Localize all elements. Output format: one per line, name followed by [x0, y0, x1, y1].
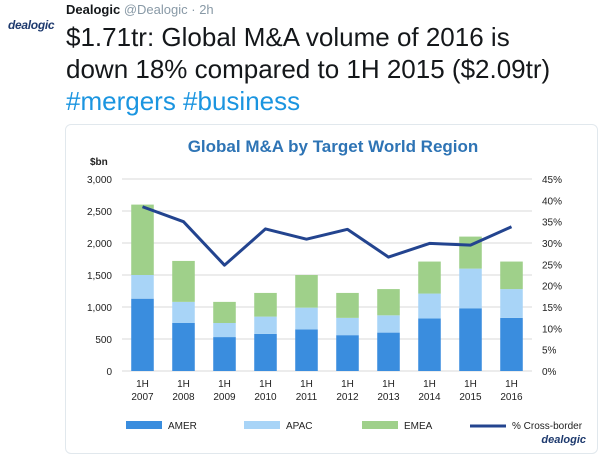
bar-emea [295, 275, 318, 308]
x-tick-label: 2013 [377, 392, 400, 403]
x-tick-label: 1H [423, 379, 436, 390]
author-handle[interactable]: @Dealogic [123, 2, 188, 17]
x-tick-label: 2014 [418, 392, 441, 403]
x-tick-label: 1H [300, 379, 313, 390]
tweet-timestamp[interactable]: 2h [199, 2, 214, 17]
bar-emea [336, 292, 359, 318]
y2-tick-label: 30% [542, 239, 562, 250]
avatar[interactable]: dealogic [8, 18, 55, 32]
bar-apac [418, 293, 441, 319]
bar-emea [418, 261, 441, 294]
x-tick-label: 1H [464, 379, 477, 390]
chart: Global M&A by Target World Region $bn 0 500… [87, 137, 586, 446]
tweet-text-line: $1.71tr: Global M&A volume of 2016 is [66, 22, 510, 52]
bar-amer [295, 329, 318, 371]
y2-tick-label: 25% [542, 260, 562, 271]
bar-apac [459, 268, 482, 309]
y-tick-label: 500 [95, 335, 112, 346]
bar-amer [336, 335, 359, 371]
bar-amer [500, 317, 523, 371]
bar-amer [131, 298, 154, 371]
legend-emea-swatch [362, 421, 398, 429]
y-tick-label: 1,000 [87, 303, 112, 314]
x-tick-label: 1H [341, 379, 354, 390]
legend-apac-label: APAC [286, 421, 313, 432]
x-tick-label: 1H [505, 379, 518, 390]
bar-emea [131, 204, 154, 275]
x-tick-label: 1H [382, 379, 395, 390]
x-tick-label: 2007 [131, 392, 154, 403]
bar-emea [172, 260, 195, 302]
bar-amer [172, 323, 195, 371]
bar-apac [172, 301, 195, 323]
bar-amer [377, 332, 400, 371]
tweet-text: $1.71tr: Global M&A volume of 2016 is do… [66, 21, 596, 117]
author-name[interactable]: Dealogic [66, 2, 121, 17]
bar-amer [213, 337, 236, 371]
separator-dot: · [191, 2, 196, 17]
y2-tick-label: 35% [542, 218, 562, 229]
y-tick-label: 2,000 [87, 239, 112, 250]
y-axis-label: $bn [90, 157, 108, 168]
y2-tick-label: 5% [542, 346, 557, 357]
bar-amer [418, 318, 441, 371]
bar-emea [213, 301, 236, 323]
bar-amer [254, 333, 277, 371]
bar-emea [377, 289, 400, 316]
bar-apac [131, 275, 154, 299]
tweet-text-line: down 18% compared to 1H 2015 ($2.09tr) [66, 54, 551, 84]
bar-apac [500, 289, 523, 318]
chart-title: Global M&A by Target World Region [188, 137, 479, 156]
legend-amer-label: AMER [168, 421, 197, 432]
y2-tick-label: 10% [542, 324, 562, 335]
bar-apac [213, 323, 236, 338]
chart-image[interactable]: Global M&A by Target World Region $bn 0 500… [65, 124, 598, 454]
x-tick-label: 2010 [254, 392, 277, 403]
x-tick-label: 1H [259, 379, 272, 390]
legend-amer-swatch [126, 421, 162, 429]
y-tick-label: 2,500 [87, 207, 112, 218]
y2-tick-label: 20% [542, 282, 562, 293]
bar-amer [459, 308, 482, 371]
bar-apac [336, 317, 359, 336]
x-tick-label: 2009 [213, 392, 236, 403]
x-tick-label: 2008 [172, 392, 195, 403]
x-tick-label: 1H [136, 379, 149, 390]
y2-tick-label: 0% [542, 367, 557, 378]
y2-tick-label: 40% [542, 196, 562, 207]
legend-apac-swatch [244, 421, 280, 429]
y-tick-label: 1,500 [87, 271, 112, 282]
hashtag-links[interactable]: #mergers #business [66, 86, 301, 116]
x-tick-label: 2012 [336, 392, 359, 403]
tweet-header: Dealogic @Dealogic · 2h [66, 2, 214, 17]
x-tick-label: 2016 [500, 392, 523, 403]
legend-emea-label: EMEA [404, 421, 433, 432]
bar-apac [254, 316, 277, 334]
bar-emea [500, 261, 523, 290]
bar-apac [295, 307, 318, 330]
watermark-logo: dealogic [541, 434, 586, 446]
y-tick-label: 0 [106, 367, 112, 378]
bar-emea [254, 292, 277, 317]
x-tick-label: 2015 [459, 392, 482, 403]
x-tick-label: 1H [218, 379, 231, 390]
cross-border-line [141, 205, 513, 267]
bar-apac [377, 315, 400, 333]
x-tick-label: 2011 [296, 392, 318, 403]
y-tick-label: 3,000 [87, 175, 112, 186]
y2-tick-label: 45% [542, 175, 562, 186]
y2-tick-label: 15% [542, 303, 562, 314]
x-tick-label: 1H [177, 379, 190, 390]
legend-cross-border-label: % Cross-border [512, 421, 583, 432]
